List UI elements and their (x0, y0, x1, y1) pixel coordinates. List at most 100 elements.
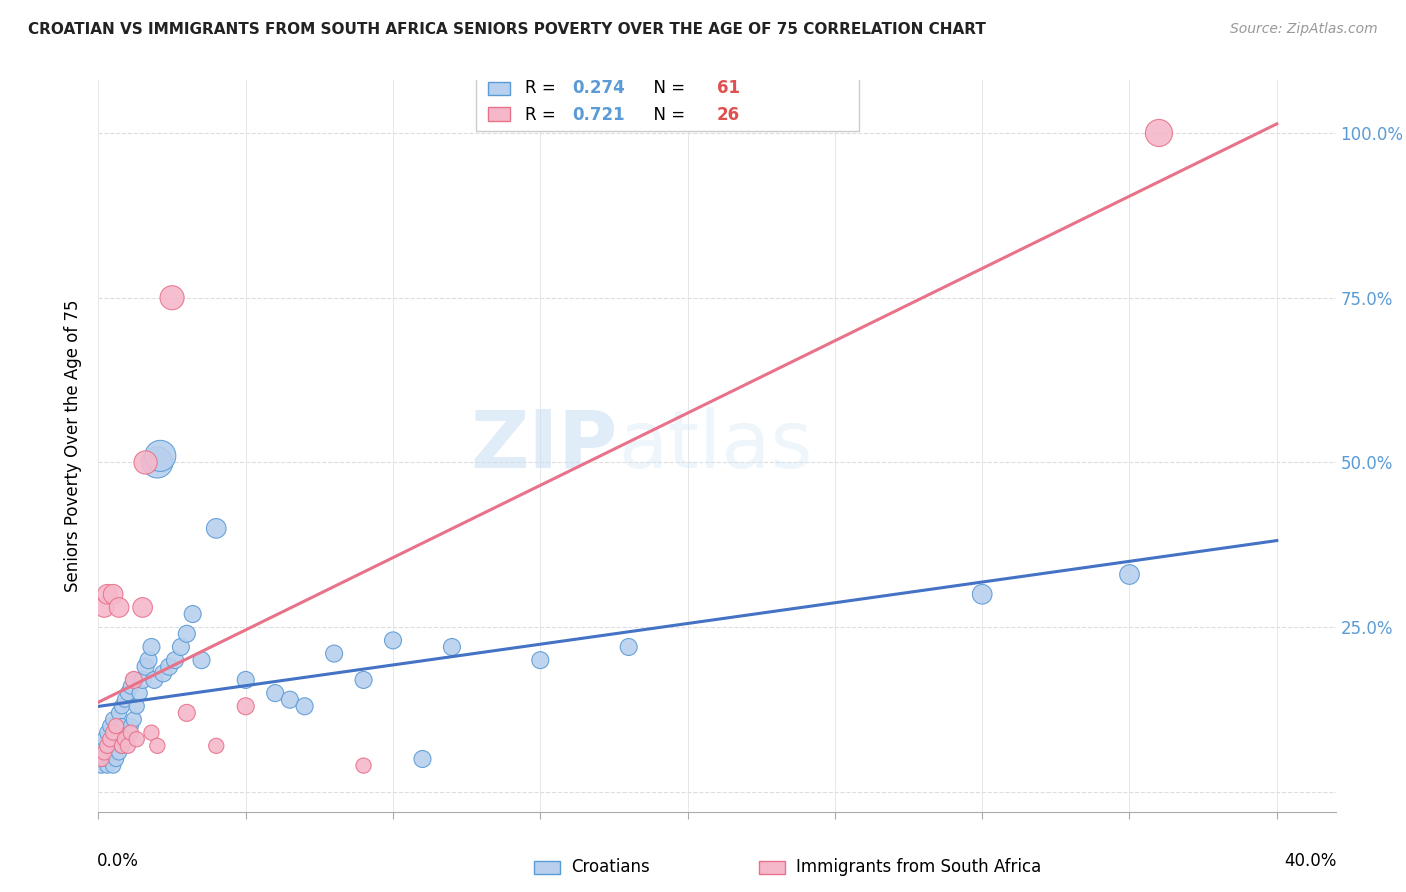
Point (90, 752, 112, 766)
Point (190, 653, 212, 667)
Point (135, 455, 157, 469)
Point (160, 291, 183, 305)
Point (617, 640, 640, 654)
Point (98, 739, 121, 753)
Point (117, 686, 139, 700)
Point (205, 521, 228, 535)
Point (114, 692, 136, 706)
Text: atlas: atlas (619, 407, 813, 485)
Point (176, 627, 198, 641)
Text: N =: N = (643, 105, 690, 124)
Point (108, 746, 131, 760)
Point (146, 739, 169, 753)
Point (101, 758, 124, 772)
Point (93, 732, 115, 747)
Point (98, 719, 121, 733)
Point (146, 455, 169, 469)
Point (1118, 567, 1140, 582)
Point (176, 706, 198, 720)
Point (205, 739, 228, 753)
Point (98, 752, 121, 766)
Point (111, 699, 134, 714)
Point (972, 587, 994, 601)
Point (122, 673, 145, 687)
Text: CROATIAN VS IMMIGRANTS FROM SOUTH AFRICA SENIORS POVERTY OVER THE AGE OF 75 CORR: CROATIAN VS IMMIGRANTS FROM SOUTH AFRICA… (28, 22, 986, 37)
Point (141, 725, 163, 739)
Point (141, 640, 163, 654)
Point (152, 666, 174, 681)
Point (122, 713, 145, 727)
Point (96, 739, 118, 753)
Text: 0.721: 0.721 (572, 105, 624, 124)
Point (235, 699, 257, 714)
Point (382, 633, 405, 648)
Point (135, 659, 157, 673)
Point (353, 758, 375, 772)
Point (125, 699, 148, 714)
Point (323, 647, 346, 661)
Point (111, 739, 134, 753)
Point (90, 758, 112, 772)
Text: 0.274: 0.274 (572, 78, 626, 96)
Point (101, 725, 124, 739)
Point (117, 725, 139, 739)
Point (125, 732, 148, 747)
Point (111, 739, 134, 753)
Y-axis label: Seniors Poverty Over the Age of 75: Seniors Poverty Over the Age of 75 (65, 300, 83, 592)
Point (294, 699, 316, 714)
Text: N =: N = (643, 78, 690, 96)
Text: Croatians: Croatians (571, 858, 650, 876)
Point (93, 752, 115, 766)
Point (235, 673, 257, 687)
Text: 0.0%: 0.0% (97, 852, 139, 870)
Text: Source: ZipAtlas.com: Source: ZipAtlas.com (1230, 22, 1378, 37)
Point (163, 653, 186, 667)
Point (105, 719, 128, 733)
Point (96, 587, 118, 601)
Point (90, 746, 112, 760)
Point (105, 752, 128, 766)
Point (98, 732, 121, 747)
Point (96, 758, 118, 772)
Point (440, 640, 463, 654)
FancyBboxPatch shape (475, 77, 859, 131)
Point (108, 600, 131, 615)
Text: Immigrants from South Africa: Immigrants from South Africa (796, 858, 1040, 876)
Point (170, 640, 193, 654)
FancyBboxPatch shape (488, 107, 510, 120)
Point (529, 653, 551, 667)
Point (264, 686, 287, 700)
Point (105, 725, 128, 739)
Text: ZIP: ZIP (471, 407, 619, 485)
Point (96, 746, 118, 760)
Point (101, 587, 124, 601)
Point (93, 600, 115, 615)
Point (120, 680, 142, 694)
Point (411, 752, 433, 766)
Point (157, 659, 180, 673)
Point (108, 725, 131, 739)
Point (278, 692, 301, 706)
Point (101, 746, 124, 760)
Text: 26: 26 (717, 105, 740, 124)
Point (122, 673, 145, 687)
Point (111, 719, 134, 733)
Text: R =: R = (526, 105, 561, 124)
Point (108, 706, 131, 720)
Text: 61: 61 (717, 78, 740, 96)
Point (181, 607, 204, 621)
Point (114, 732, 136, 747)
Point (101, 713, 124, 727)
Point (114, 732, 136, 747)
Point (128, 686, 150, 700)
Point (120, 719, 142, 733)
Point (93, 739, 115, 753)
Point (101, 732, 124, 747)
Point (93, 746, 115, 760)
Point (131, 600, 153, 615)
Point (138, 653, 160, 667)
Point (149, 449, 172, 463)
FancyBboxPatch shape (488, 82, 510, 95)
Text: 40.0%: 40.0% (1285, 852, 1337, 870)
Point (120, 725, 142, 739)
